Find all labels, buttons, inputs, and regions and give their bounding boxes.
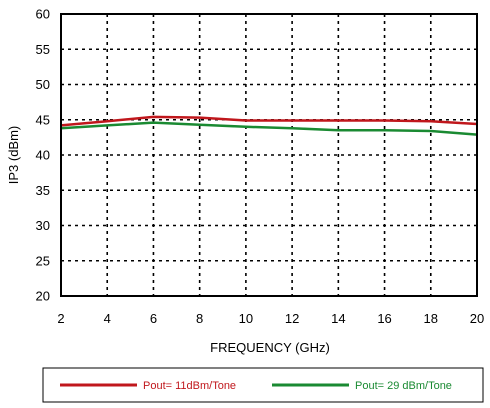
y-tick-label: 30	[36, 218, 50, 233]
x-tick-label: 18	[424, 311, 438, 326]
legend: Pout= 11dBm/Tone Pout= 29 dBm/Tone	[42, 367, 484, 403]
x-axis-title: FREQUENCY (GHz)	[210, 340, 330, 355]
x-tick-label: 16	[377, 311, 391, 326]
legend-label-pout-29: Pout= 29 dBm/Tone	[355, 380, 452, 392]
x-tick-labels: 2 4 6 8 10 12 14 16 18 20	[57, 311, 484, 326]
x-tick-label: 10	[239, 311, 253, 326]
y-tick-label: 60	[36, 7, 50, 22]
grid-lines	[61, 14, 477, 296]
y-tick-label: 20	[36, 289, 50, 304]
y-axis-title: IP3 (dBm)	[6, 126, 21, 185]
x-tick-label: 2	[57, 311, 64, 326]
y-tick-label: 50	[36, 77, 50, 92]
x-tick-label: 6	[150, 311, 157, 326]
y-tick-label: 45	[36, 112, 50, 127]
series-lines	[60, 115, 478, 136]
y-tick-label: 35	[36, 183, 50, 198]
x-tick-label: 14	[331, 311, 345, 326]
legend-label-pout-11: Pout= 11dBm/Tone	[143, 380, 236, 392]
y-tick-label: 25	[36, 253, 50, 268]
x-tick-label: 20	[470, 311, 484, 326]
series-line-2	[60, 121, 478, 136]
y-tick-labels: 20 25 30 35 40 45 50 55 60	[36, 7, 50, 304]
series-line-1	[60, 115, 478, 127]
x-tick-label: 8	[196, 311, 203, 326]
x-tick-label: 4	[104, 311, 111, 326]
plot-frame	[60, 13, 478, 297]
x-tick-label: 12	[285, 311, 299, 326]
y-tick-label: 40	[36, 148, 50, 163]
y-tick-label: 55	[36, 42, 50, 57]
